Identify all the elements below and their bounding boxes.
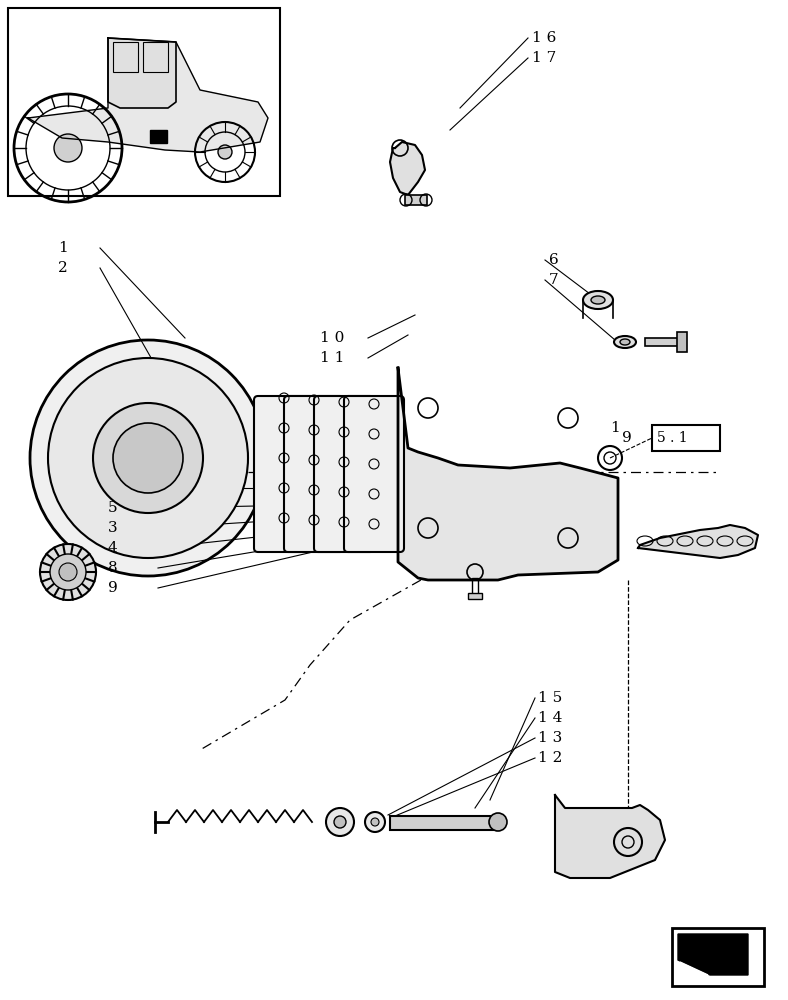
- FancyBboxPatch shape: [284, 396, 344, 552]
- Text: 1 5: 1 5: [538, 691, 563, 705]
- Polygon shape: [390, 142, 425, 195]
- Bar: [8, 8, 280, 196]
- Circle shape: [54, 134, 82, 162]
- Text: 1 6: 1 6: [532, 31, 556, 45]
- Circle shape: [50, 554, 86, 590]
- Text: 4: 4: [108, 541, 117, 555]
- Bar: [405, 195, 427, 205]
- Text: 1: 1: [58, 241, 68, 255]
- Polygon shape: [638, 525, 758, 558]
- FancyBboxPatch shape: [314, 396, 374, 552]
- Polygon shape: [28, 38, 268, 152]
- Text: 2: 2: [58, 261, 68, 275]
- FancyBboxPatch shape: [344, 396, 404, 552]
- Text: 9: 9: [108, 581, 117, 595]
- Bar: [143, 42, 168, 72]
- Text: 5 . 1: 5 . 1: [657, 431, 688, 445]
- Ellipse shape: [591, 296, 605, 304]
- Circle shape: [40, 544, 96, 600]
- FancyBboxPatch shape: [254, 396, 314, 552]
- Text: 1 0: 1 0: [320, 331, 344, 345]
- Circle shape: [371, 818, 379, 826]
- Bar: [113, 42, 138, 72]
- Circle shape: [365, 812, 385, 832]
- Circle shape: [489, 813, 507, 831]
- Text: 3: 3: [108, 481, 117, 495]
- Polygon shape: [398, 368, 618, 580]
- Text: 9: 9: [622, 431, 632, 445]
- Polygon shape: [108, 38, 176, 108]
- Ellipse shape: [583, 291, 613, 309]
- Text: 8: 8: [108, 561, 117, 575]
- Circle shape: [326, 808, 354, 836]
- Text: 1 3: 1 3: [538, 731, 563, 745]
- Polygon shape: [678, 934, 748, 975]
- Ellipse shape: [614, 336, 636, 348]
- Polygon shape: [680, 962, 708, 975]
- Text: 5: 5: [108, 501, 117, 515]
- Bar: [677, 332, 687, 352]
- Circle shape: [93, 403, 203, 513]
- Bar: [675, 931, 761, 983]
- Circle shape: [334, 816, 346, 828]
- Polygon shape: [555, 795, 665, 878]
- Circle shape: [218, 145, 232, 159]
- Text: 1 7: 1 7: [532, 51, 556, 65]
- Text: 3: 3: [108, 521, 117, 535]
- Text: 7: 7: [549, 273, 559, 287]
- Text: 1 2: 1 2: [538, 751, 563, 765]
- Bar: [652, 425, 720, 451]
- Bar: [390, 816, 498, 830]
- Circle shape: [48, 358, 248, 558]
- Text: 1 4: 1 4: [538, 711, 563, 725]
- Circle shape: [30, 340, 266, 576]
- Bar: [645, 338, 680, 346]
- Bar: [150, 130, 167, 143]
- Text: 1: 1: [610, 421, 619, 435]
- Ellipse shape: [620, 339, 630, 345]
- Text: 6: 6: [549, 253, 559, 267]
- Bar: [672, 928, 764, 986]
- Text: 1 1: 1 1: [320, 351, 344, 365]
- Bar: [472, 578, 478, 596]
- Circle shape: [113, 423, 183, 493]
- Circle shape: [59, 563, 77, 581]
- Bar: [468, 593, 482, 599]
